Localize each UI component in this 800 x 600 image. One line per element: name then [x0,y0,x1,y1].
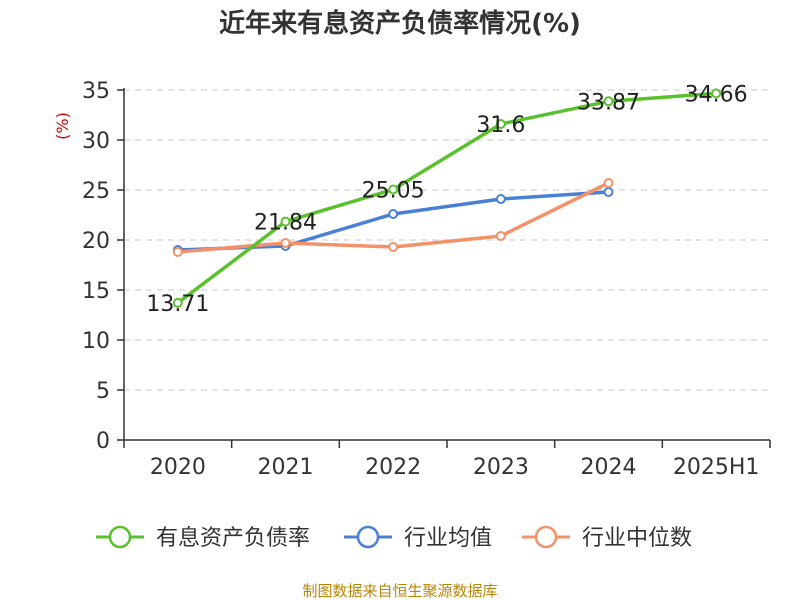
series-line-0 [176,91,717,305]
data-point [495,231,506,241]
legend: 有息资产负债率 行业均值 行业中位数 [96,525,692,551]
legend-label: 行业均值 [404,526,492,551]
data-point [495,119,506,129]
data-label: 31.6 [476,113,525,138]
x-tick-label: 2024 [581,455,637,480]
data-label: 34.66 [685,82,748,107]
y-tick-label: 5 [96,379,110,404]
data-label: 25.05 [362,179,425,204]
legend-item: 行业中位数 [522,525,692,551]
data-point [280,238,291,248]
data-point [711,88,722,99]
y-tick-label: 15 [82,279,110,304]
y-tick-label: 0 [96,429,110,454]
data-labels: 13.71 21.84 25.05 31.6 33.87 34.66 [146,82,748,317]
data-point [388,184,399,195]
data-point [388,242,399,252]
legend-label: 行业中位数 [582,526,692,551]
y-tick-label: 10 [82,329,110,354]
data-point [495,194,506,204]
legend-swatch-marker [108,525,132,549]
y-tick-label: 35 [82,79,110,104]
chart-title: 近年来有息资产负债率情况(%) [219,8,581,39]
y-tick-label: 20 [82,229,110,254]
data-point [603,178,614,188]
legend-label: 有息资产负债率 [156,526,310,551]
x-tick-label: 2025H1 [673,455,760,480]
y-axis-unit-label: (%) [53,112,72,140]
data-label: 13.71 [146,292,209,317]
x-tick-label: 2021 [258,455,314,480]
source-note: 制图数据来自恒生聚源数据库 [302,582,497,600]
data-point [603,96,614,107]
y-tick-label: 25 [82,179,110,204]
axes: 0 5 10 15 20 25 30 35 2020 2021 2022 2023 2024 2025H1 [82,79,771,480]
data-label: 21.84 [254,211,317,236]
x-tick-label: 2023 [473,455,529,480]
data-point [603,187,614,197]
legend-item: 行业均值 [344,525,492,551]
y-tick-label: 30 [82,129,110,154]
legend-swatch-marker [356,525,380,549]
data-point [172,247,183,257]
x-tick-label: 2020 [150,455,206,480]
legend-swatch-marker [534,525,558,549]
series-group [172,88,722,308]
data-point [388,209,399,219]
data-point [280,216,291,227]
data-point [172,297,183,308]
x-tick-label: 2022 [365,455,421,480]
legend-item: 有息资产负债率 [96,525,310,551]
data-label: 33.87 [577,90,640,115]
